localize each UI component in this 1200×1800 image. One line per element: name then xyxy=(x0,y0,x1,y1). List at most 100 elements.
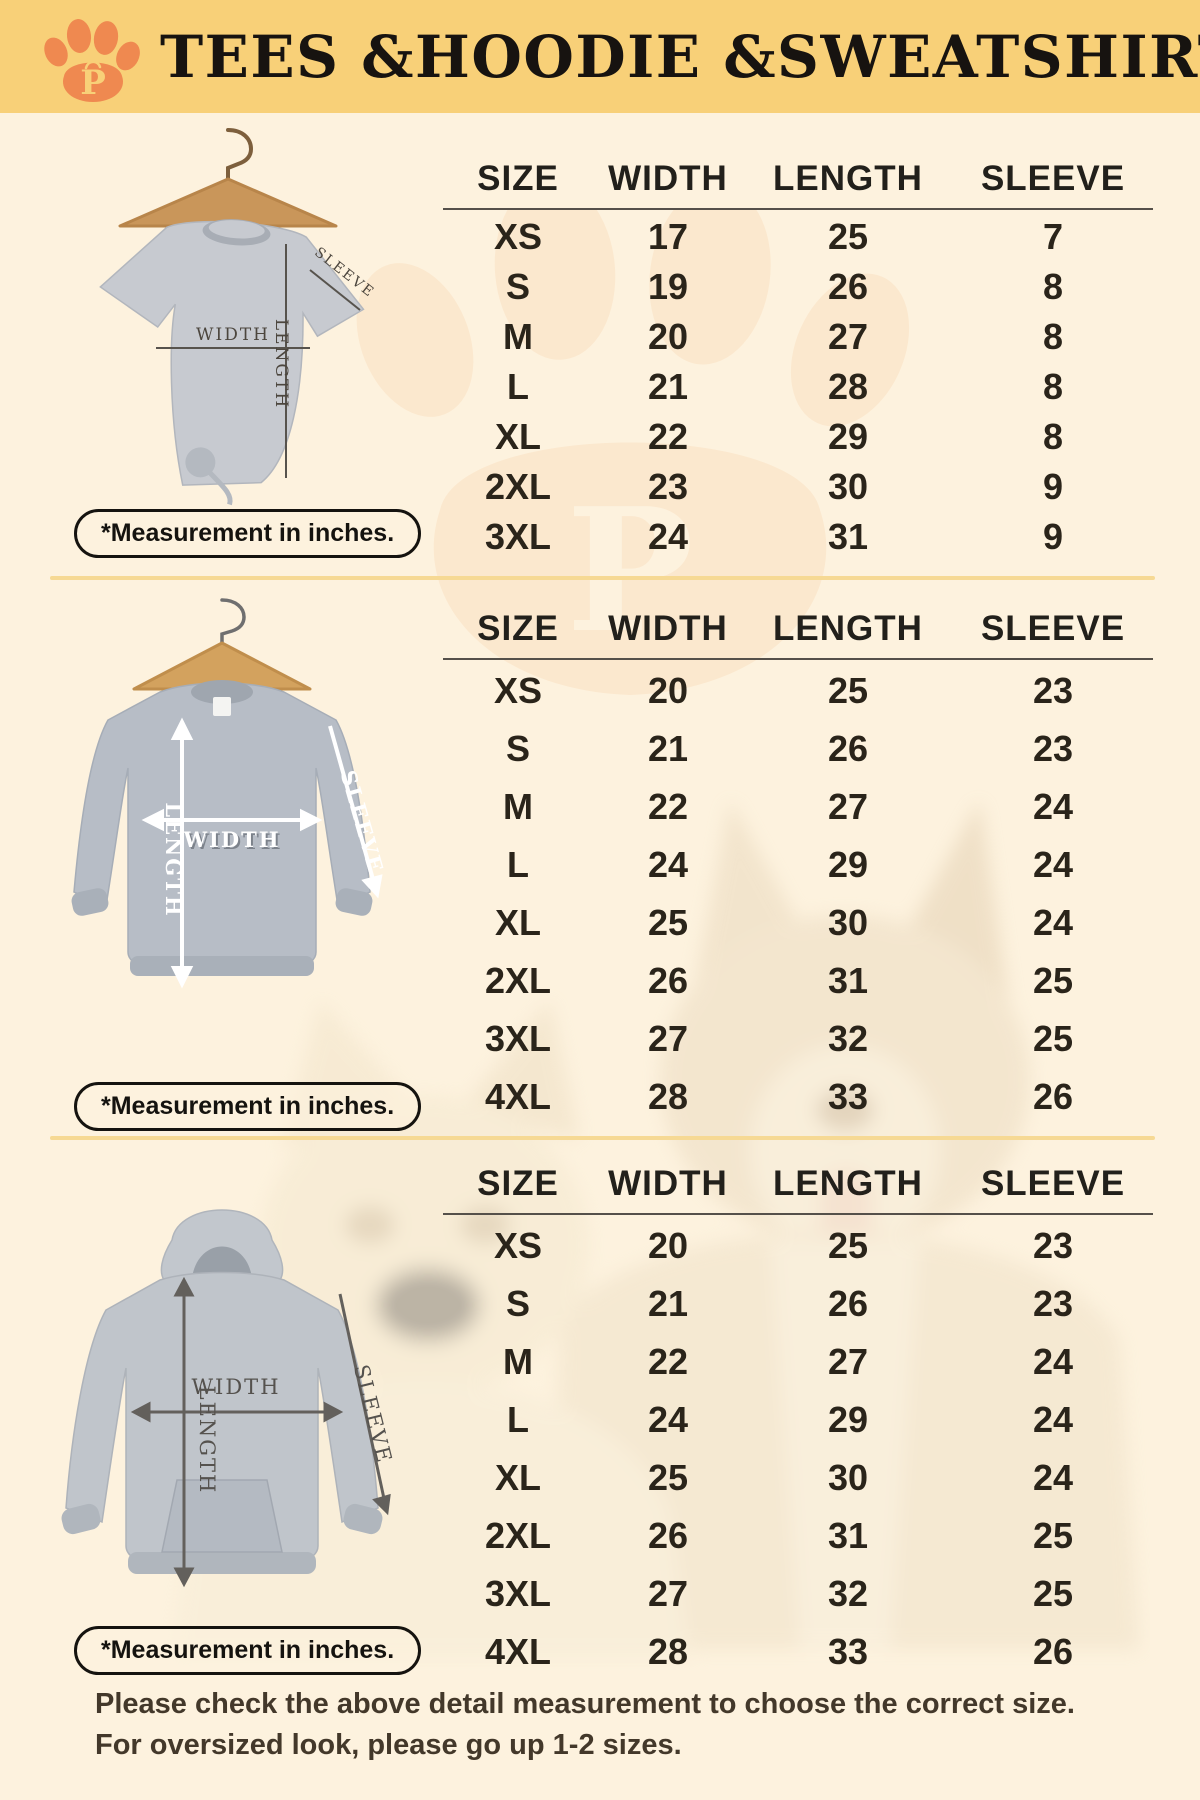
sweat-length-label: LENGTH xyxy=(161,802,186,917)
section-divider xyxy=(50,576,1155,580)
length-cell: 32 xyxy=(827,1018,869,1059)
table-header: SIZE WIDTH LENGTH SLEEVE xyxy=(443,1155,1153,1215)
width-cell: 26 xyxy=(647,1515,689,1556)
tshirt-diagram: WIDTH LENGTH SLEEVE xyxy=(99,128,378,506)
sleeve-cell: 9 xyxy=(1042,516,1064,557)
tee-width-label: WIDTH xyxy=(196,325,270,345)
table-row: L 24 29 24 xyxy=(443,836,1153,894)
width-cell: 27 xyxy=(647,1018,689,1059)
col-length: LENGTH xyxy=(773,1164,923,1203)
table-body: XS 20 25 23 S 21 26 23 M 22 27 24 xyxy=(443,660,1153,1126)
length-cell: 30 xyxy=(827,902,869,943)
table-row: 3XL 27 32 25 xyxy=(443,1565,1153,1623)
table-row: 2XL 23 30 9 xyxy=(443,462,1153,512)
col-size: SIZE xyxy=(477,609,559,648)
table-row: XL 25 30 24 xyxy=(443,1449,1153,1507)
length-cell: 31 xyxy=(827,516,869,557)
width-cell: 20 xyxy=(647,316,689,357)
size-cell: 2XL xyxy=(484,960,552,1001)
width-cell: 17 xyxy=(647,216,689,257)
size-cell: 4XL xyxy=(484,1076,552,1117)
table-row: S 19 26 8 xyxy=(443,262,1153,312)
col-sleeve: SLEEVE xyxy=(980,1164,1126,1203)
length-cell: 29 xyxy=(827,416,869,457)
table-row: L 21 28 8 xyxy=(443,362,1153,412)
size-cell: S xyxy=(505,266,530,307)
size-cell: L xyxy=(507,366,529,407)
tee-length-label: LENGTH xyxy=(271,319,291,409)
col-width: WIDTH xyxy=(608,609,728,648)
size-cell: XS xyxy=(493,216,543,257)
width-cell: 20 xyxy=(647,1225,689,1266)
size-cell: 3XL xyxy=(484,516,552,557)
hoodie-length-label: LENGTH xyxy=(195,1386,219,1495)
size-cell: S xyxy=(505,728,530,769)
col-length: LENGTH xyxy=(773,159,923,198)
length-cell: 26 xyxy=(827,266,869,307)
table-row: XS 17 25 7 xyxy=(443,212,1153,262)
width-cell: 28 xyxy=(647,1076,689,1117)
width-cell: 21 xyxy=(647,366,689,407)
col-sleeve: SLEEVE xyxy=(980,609,1126,648)
width-cell: 27 xyxy=(647,1573,689,1614)
sweatshirt-diagram: WIDTH WIDTH LENGTH SLEEVE xyxy=(71,598,389,989)
sleeve-cell: 24 xyxy=(1032,902,1074,943)
sweat-width-label: WIDTH xyxy=(182,827,280,852)
measurement-note: *Measurement in inches. xyxy=(74,1626,422,1675)
size-cell: 2XL xyxy=(484,1515,552,1556)
size-cell: XL xyxy=(494,902,541,943)
length-cell: 29 xyxy=(827,844,869,885)
sleeve-cell: 23 xyxy=(1032,670,1074,711)
sleeve-cell: 25 xyxy=(1032,1515,1074,1556)
sleeve-cell: 23 xyxy=(1032,1283,1074,1324)
footer-note: Please check the above detail measuremen… xyxy=(95,1684,1155,1766)
sleeve-cell: 26 xyxy=(1032,1631,1074,1672)
size-cell: 3XL xyxy=(484,1573,552,1614)
width-cell: 26 xyxy=(647,960,689,1001)
measurement-note-text: *Measurement in inches. xyxy=(101,1092,395,1120)
width-cell: 23 xyxy=(647,466,689,507)
sleeve-cell: 24 xyxy=(1032,844,1074,885)
size-cell: XL xyxy=(494,416,541,457)
hoodie-diagram: WIDTH LENGTH SLEEVE xyxy=(61,1209,397,1588)
col-width: WIDTH xyxy=(608,1164,728,1203)
table-row: 4XL 28 33 26 xyxy=(443,1623,1153,1681)
width-cell: 24 xyxy=(647,1399,689,1440)
sleeve-cell: 8 xyxy=(1042,266,1064,307)
length-cell: 30 xyxy=(827,466,869,507)
measurement-note: *Measurement in inches. xyxy=(74,509,422,558)
sleeve-cell: 25 xyxy=(1032,1018,1074,1059)
length-cell: 26 xyxy=(827,728,869,769)
length-cell: 27 xyxy=(827,1341,869,1382)
size-table-sweatshirt: SIZE WIDTH LENGTH SLEEVE XS 20 25 23 S 2… xyxy=(443,600,1153,1126)
length-cell: 31 xyxy=(827,960,869,1001)
col-sleeve: SLEEVE xyxy=(980,159,1126,198)
width-cell: 21 xyxy=(647,1283,689,1324)
width-cell: 22 xyxy=(647,786,689,827)
table-row: M 22 27 24 xyxy=(443,778,1153,836)
size-cell: S xyxy=(505,1283,530,1324)
width-cell: 24 xyxy=(647,516,689,557)
sleeve-cell: 23 xyxy=(1032,1225,1074,1266)
paw-logo-icon: P xyxy=(44,18,140,103)
length-cell: 33 xyxy=(827,1076,869,1117)
col-size: SIZE xyxy=(477,159,559,198)
table-row: L 24 29 24 xyxy=(443,1391,1153,1449)
length-cell: 32 xyxy=(827,1573,869,1614)
length-cell: 25 xyxy=(827,1225,869,1266)
table-row: 4XL 28 33 26 xyxy=(443,1068,1153,1126)
table-row: 2XL 26 31 25 xyxy=(443,952,1153,1010)
length-cell: 25 xyxy=(827,670,869,711)
page-title: TEES &HOODIE &SWEATSHIRT xyxy=(160,22,1200,91)
sleeve-cell: 25 xyxy=(1032,1573,1074,1614)
size-cell: L xyxy=(507,1399,529,1440)
size-cell: 4XL xyxy=(484,1631,552,1672)
measurement-note-text: *Measurement in inches. xyxy=(101,519,395,547)
length-cell: 30 xyxy=(827,1457,869,1498)
length-cell: 25 xyxy=(827,216,869,257)
length-cell: 27 xyxy=(827,786,869,827)
width-cell: 22 xyxy=(647,416,689,457)
width-cell: 20 xyxy=(647,670,689,711)
size-cell: 3XL xyxy=(484,1018,552,1059)
